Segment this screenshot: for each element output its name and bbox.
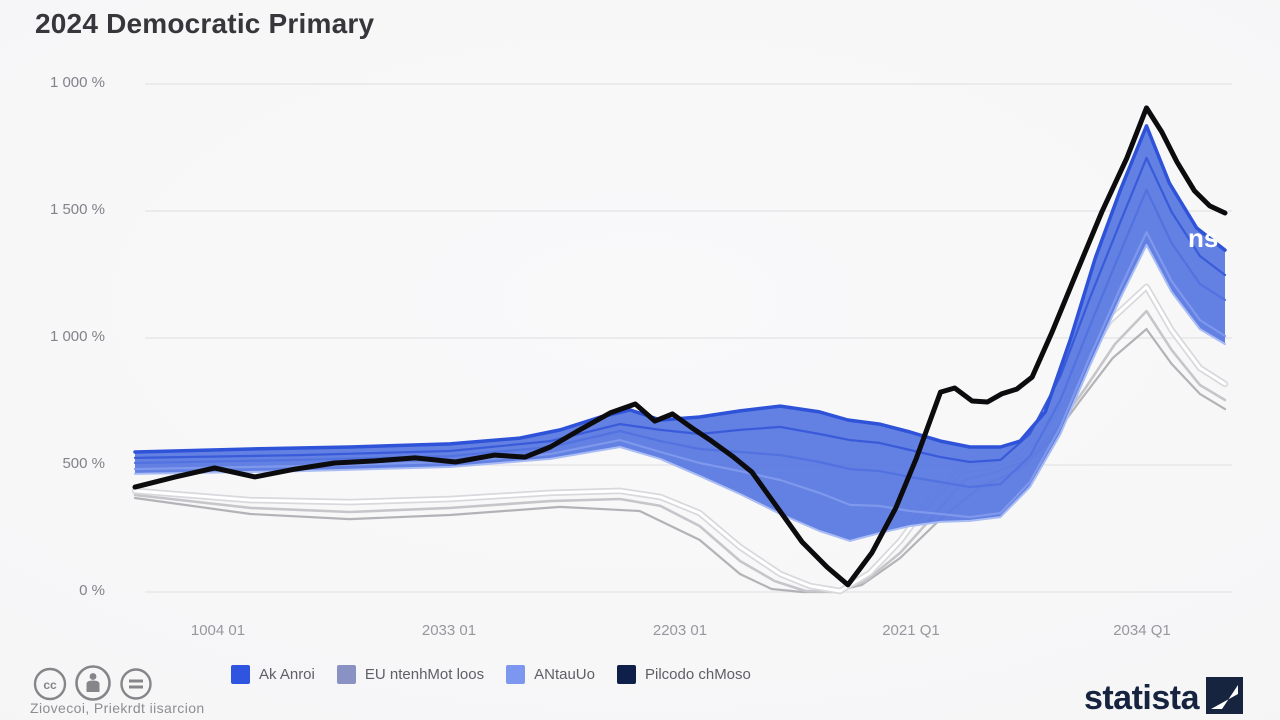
legend-item[interactable]: EU ntenhMot loos bbox=[336, 665, 485, 684]
legend-swatch bbox=[336, 665, 356, 684]
y-tick-label: 1 000 % bbox=[49, 74, 105, 91]
attribution-icon[interactable] bbox=[73, 663, 113, 703]
series-blue-5 bbox=[134, 244, 1226, 542]
legend-label: Pilcodo chMoso bbox=[644, 666, 751, 683]
gridlines bbox=[145, 83, 1232, 593]
series-blue-3 bbox=[133, 188, 1227, 489]
statista-logo-mark bbox=[1206, 677, 1243, 714]
x-tick-label: 1004 01 bbox=[190, 622, 246, 639]
y-tick-label: 500 % bbox=[62, 455, 105, 472]
series-blue-1 bbox=[133, 124, 1227, 454]
series-blue-2 bbox=[133, 156, 1227, 464]
source-text: Ziovecoi, Priekrdt iisarcion bbox=[30, 700, 205, 716]
legend-label: ANtauUo bbox=[534, 666, 595, 683]
y-tick-label: 1 500 % bbox=[49, 201, 105, 218]
license-icons: cc bbox=[32, 663, 154, 703]
series-gray-1 bbox=[133, 309, 1227, 594]
x-tick-label: 2033 01 bbox=[421, 622, 477, 639]
cc-icon[interactable]: cc bbox=[32, 664, 68, 702]
y-tick-label: 0 % bbox=[79, 582, 105, 599]
legend-item[interactable]: Pilcodo chMoso bbox=[616, 665, 751, 684]
statista-logo[interactable]: statista bbox=[1083, 677, 1243, 717]
legend-swatch bbox=[231, 665, 250, 684]
x-tick-label: 2021 Q1 bbox=[882, 622, 940, 639]
chart-annotation: ns bbox=[1188, 223, 1218, 253]
legend-label: EU ntenhMot loos bbox=[364, 666, 485, 683]
series-gray-2 bbox=[133, 328, 1227, 594]
x-tick-label: 2203 01 bbox=[652, 622, 708, 639]
legend-swatch bbox=[616, 665, 636, 684]
blue-area-fill bbox=[135, 125, 1225, 541]
series-black-outline bbox=[132, 105, 1228, 588]
svg-text:cc: cc bbox=[43, 678, 57, 692]
x-tick-label: 2034 Q1 bbox=[1113, 622, 1171, 639]
legend-item[interactable]: Ak Anroi bbox=[231, 665, 315, 684]
legend-swatch bbox=[506, 665, 526, 684]
legend: Ak Anroi EU ntenhMot loos ANtauUo Pilcodo c… bbox=[231, 665, 751, 684]
legend-item[interactable]: ANtauUo bbox=[506, 665, 595, 684]
equals-icon[interactable] bbox=[118, 664, 154, 702]
statista-wordmark: statista bbox=[1083, 678, 1200, 717]
page-title: 2024 Democratic Primary bbox=[35, 8, 375, 39]
legend-label: Ak Anroi bbox=[259, 666, 315, 683]
y-tick-label: 1 000 % bbox=[49, 328, 105, 345]
